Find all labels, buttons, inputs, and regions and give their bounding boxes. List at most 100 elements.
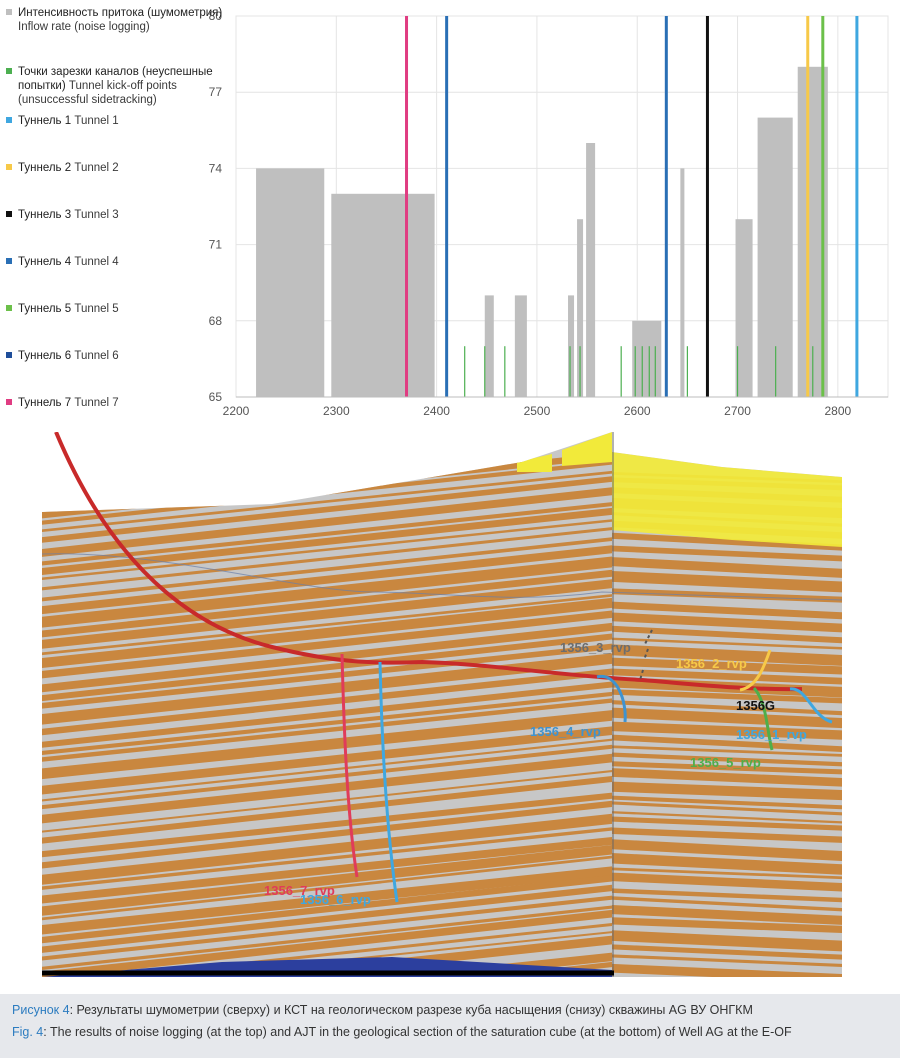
rock-layer xyxy=(612,644,842,666)
rock-layer xyxy=(42,792,612,858)
legend-tunnel-4-ru: Туннель 4 xyxy=(18,256,72,268)
legend-tunnel-5-en: Tunnel 5 xyxy=(74,303,119,315)
legend-inflow-en: Inflow rate (noise logging) xyxy=(18,21,150,33)
caption-ru-text: : Результаты шумометрии (сверху) и КСТ н… xyxy=(69,1003,753,1017)
rock-layer xyxy=(42,569,612,638)
legend-tunnel-1: Туннель 1 Tunnel 1 xyxy=(6,114,231,128)
caption-en: Fig. 4: The results of noise logging (at… xyxy=(12,1025,792,1039)
rock-layer xyxy=(612,532,842,551)
rock-layer xyxy=(612,827,842,843)
rock-layer xyxy=(42,698,612,762)
legend-tunnel-6: Туннель 6 Tunnel 6 xyxy=(6,349,231,363)
rock-layer xyxy=(42,691,612,756)
inflow-bar-0 xyxy=(256,168,325,397)
inflow-bar-7 xyxy=(632,320,662,397)
rock-layer xyxy=(42,827,612,890)
rock-layer xyxy=(42,905,612,971)
legend-tunnel-7-ru: Туннель 7 xyxy=(18,397,72,409)
rock-layer xyxy=(42,527,612,591)
y-tick-label: 65 xyxy=(209,390,223,404)
rock-layer xyxy=(612,601,842,620)
tunnel-2-trajectory xyxy=(739,649,772,692)
rock-layer xyxy=(612,557,842,578)
caption-ru-lead: Рисунок 4 xyxy=(12,1003,70,1017)
rock-layer xyxy=(42,653,612,725)
rock-layer xyxy=(42,770,612,833)
rock-layer xyxy=(612,888,842,903)
rock-layer xyxy=(612,752,842,767)
rock-layer xyxy=(612,700,842,716)
section-left-layers xyxy=(42,452,612,977)
rock-layer xyxy=(612,657,842,675)
label-tunnel-5: 1356_5_rvp xyxy=(690,755,761,770)
caption-ru: Рисунок 4: Результаты шумометрии (сверху… xyxy=(12,1003,753,1017)
tunnel-7-trajectory xyxy=(340,653,359,878)
rock-layer xyxy=(42,579,612,649)
chart-axes: 2200 2300 2400 2500 2600 2700 2800 65 68 71 74 77 80 xyxy=(209,9,888,418)
rock-layer xyxy=(42,744,612,810)
legend-kickoff-ru: Точки зарезки каналов (неуспешные попытк… xyxy=(18,66,213,92)
rock-layer xyxy=(42,594,612,656)
x-tick-label: 2800 xyxy=(824,404,851,418)
rock-layer xyxy=(612,977,842,992)
rock-layer xyxy=(42,597,612,668)
saturation-yellow-right xyxy=(612,452,842,547)
x-tick-label: 2600 xyxy=(624,404,651,418)
legend-tunnel-2-swatch xyxy=(6,164,12,170)
section-right-block xyxy=(612,452,842,992)
legend-tunnel-3-ru: Туннель 3 xyxy=(18,209,72,221)
rock-layer xyxy=(612,637,842,650)
tunnel-3-trajectory xyxy=(639,629,653,681)
rock-layer xyxy=(42,738,612,802)
legend-tunnel-7-en: Tunnel 7 xyxy=(74,397,119,409)
x-tick-label: 2300 xyxy=(323,404,350,418)
rock-layer xyxy=(42,633,612,702)
inflow-bar-1 xyxy=(331,193,435,397)
rock-layer xyxy=(612,745,842,757)
rock-layer xyxy=(42,470,612,533)
rock-layer xyxy=(612,734,842,752)
y-tick-label: 68 xyxy=(209,314,223,328)
label-tunnel-3: 1356_3_rvp xyxy=(560,640,631,655)
rock-layer xyxy=(42,726,612,795)
tunnel-1-trajectory xyxy=(789,687,833,724)
label-tunnel-2: 1356_2_rvp xyxy=(676,656,747,671)
legend-tunnel-7-swatch xyxy=(6,399,12,405)
rock-layer xyxy=(612,689,842,704)
rock-layer xyxy=(42,844,612,916)
y-tick-label: 80 xyxy=(209,9,223,23)
legend-tunnel-3-en: Tunnel 3 xyxy=(74,209,119,221)
inflow-bar-3 xyxy=(514,295,527,397)
rock-layer xyxy=(42,710,612,780)
legend-tunnel-6-en: Tunnel 6 xyxy=(74,350,119,362)
rock-layer xyxy=(612,987,842,992)
x-tick-label: 2200 xyxy=(223,404,250,418)
rock-layer xyxy=(42,556,612,628)
rock-layer xyxy=(42,895,612,961)
figure-caption: Рисунок 4: Результаты шумометрии (сверху… xyxy=(0,994,900,1058)
rock-layer xyxy=(612,917,842,934)
rock-layer xyxy=(42,507,612,575)
legend-tunnel-3: Туннель 3 Tunnel 3 xyxy=(6,208,231,222)
rock-layer xyxy=(612,944,842,960)
label-tunnel-1: 1356_1_rvp xyxy=(736,727,807,742)
rock-layer xyxy=(612,853,842,875)
tunnel-4-trajectory xyxy=(596,675,627,723)
legend-inflow-swatch xyxy=(6,9,12,15)
rock-layer xyxy=(42,502,612,566)
label-tunnel-4: 1356_4_rvp xyxy=(530,724,601,739)
rock-layer xyxy=(612,963,842,977)
legend-tunnel-1-ru: Туннель 1 xyxy=(18,115,72,127)
inflow-bar-5 xyxy=(577,219,584,397)
y-tick-label: 71 xyxy=(209,238,223,252)
rock-layer xyxy=(42,643,612,709)
rock-layer xyxy=(612,954,842,968)
rock-layer xyxy=(42,476,612,543)
geological-section: 1356_3_rvp 1356_2_rvp 1356G 1356_4_rvp 1… xyxy=(42,432,842,992)
section-left-block xyxy=(42,432,612,977)
legend-tunnel-7: Туннель 7 Tunnel 7 xyxy=(6,396,231,410)
y-tick-label: 77 xyxy=(209,85,223,99)
caption-en-lead: Fig. 4 xyxy=(12,1025,44,1039)
rock-layer xyxy=(612,721,842,740)
rock-layer xyxy=(42,610,612,679)
